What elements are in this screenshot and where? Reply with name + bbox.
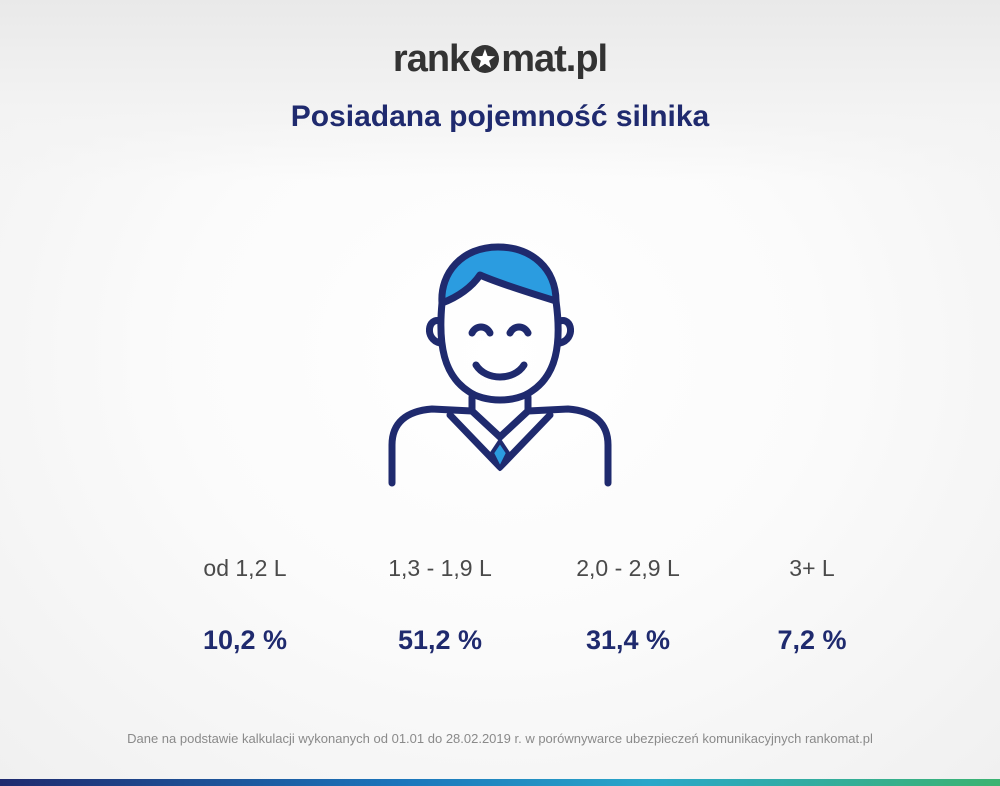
logo-text-left: rank: [392, 38, 470, 80]
category-label: 2,0 - 2,9 L: [576, 555, 680, 581]
value-label: 7,2 %: [777, 625, 847, 655]
category-label: od 1,2 L: [203, 555, 287, 581]
category-label: 1,3 - 1,9 L: [388, 555, 492, 581]
star-o-icon: [471, 45, 500, 73]
bottom-gradient-bar: [0, 779, 1000, 786]
logo-text-right: mat.pl: [501, 38, 608, 80]
value-label: 51,2 %: [397, 625, 483, 655]
smiling-man-icon: [388, 243, 612, 487]
category-label: 3+ L: [789, 555, 835, 581]
value-label: 10,2 %: [202, 625, 288, 655]
rankomat-logo: rank mat.pl: [0, 38, 1000, 81]
header-band: [0, 0, 1000, 180]
value-label: 31,4 %: [585, 625, 671, 655]
category-row: od 1,2 L 1,3 - 1,9 L 2,0 - 2,9 L 3+ L: [0, 555, 1000, 595]
page-title: Posiadana pojemność silnika: [290, 100, 710, 133]
source-footnote: Dane na podstawie kalkulacji wykonanych …: [127, 731, 873, 746]
value-row: 10,2 % 51,2 % 31,4 % 7,2 %: [0, 625, 1000, 665]
